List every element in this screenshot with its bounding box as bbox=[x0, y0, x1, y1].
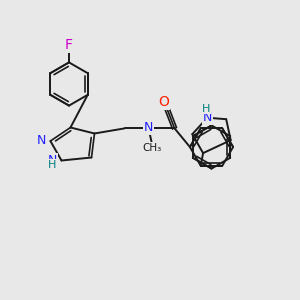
Text: N: N bbox=[37, 134, 46, 148]
Text: N: N bbox=[144, 121, 153, 134]
Text: F: F bbox=[65, 38, 73, 52]
Text: CH₃: CH₃ bbox=[142, 142, 162, 153]
Text: O: O bbox=[159, 95, 170, 109]
Text: N: N bbox=[48, 154, 57, 167]
Text: H: H bbox=[202, 104, 210, 114]
Text: H: H bbox=[48, 160, 57, 170]
Text: N: N bbox=[202, 111, 212, 124]
